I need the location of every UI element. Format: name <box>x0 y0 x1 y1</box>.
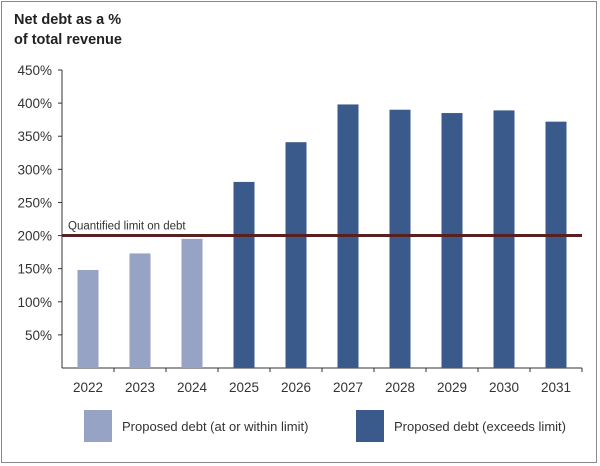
bar-2023 <box>129 253 151 368</box>
bar-2025 <box>233 181 255 368</box>
y-tick-label: 300% <box>17 162 52 177</box>
bar-2026 <box>285 142 307 368</box>
legend-item-within-limit: Proposed debt (at or within limit) <box>84 410 308 442</box>
legend-label-exceeds-limit: Proposed debt (exceeds limit) <box>394 418 566 434</box>
x-tick-label: 2028 <box>385 380 415 395</box>
bar-2031 <box>545 121 567 368</box>
x-tick-label: 2025 <box>229 380 259 395</box>
x-tick-label: 2027 <box>333 380 363 395</box>
chart-title-line1: Net debt as a % <box>14 12 122 28</box>
x-tick-label: 2024 <box>177 380 208 395</box>
chart-title-line2: of total revenue <box>14 32 122 48</box>
y-tick-label: 100% <box>17 295 52 310</box>
bar-2022 <box>77 269 99 368</box>
bar-2030 <box>493 110 515 368</box>
x-tick-label: 2029 <box>437 380 467 395</box>
y-tick-label: 350% <box>17 129 52 144</box>
y-tick-label: 450% <box>17 63 52 78</box>
chart-title: Net debt as a % of total revenue <box>14 10 122 50</box>
bar-2024 <box>181 238 203 368</box>
x-tick-label: 2031 <box>541 380 571 395</box>
legend-swatch-within-limit <box>84 410 112 442</box>
bar-2029 <box>441 113 463 369</box>
limit-label: Quantified limit on debt <box>68 221 186 233</box>
x-tick-label: 2030 <box>489 380 519 395</box>
y-tick-label: 250% <box>17 195 52 210</box>
y-tick-label: 50% <box>25 328 52 343</box>
y-tick-label: 200% <box>17 229 52 244</box>
x-tick-label: 2023 <box>125 380 155 395</box>
bar-2028 <box>389 109 411 368</box>
y-tick-label: 400% <box>17 96 52 111</box>
x-tick-label: 2026 <box>281 380 311 395</box>
x-tick-label: 2022 <box>73 380 103 395</box>
legend-swatch-exceeds-limit <box>356 410 384 442</box>
legend-item-exceeds-limit: Proposed debt (exceeds limit) <box>356 410 566 442</box>
legend-label-within-limit: Proposed debt (at or within limit) <box>122 418 309 434</box>
y-tick-label: 150% <box>17 262 52 277</box>
